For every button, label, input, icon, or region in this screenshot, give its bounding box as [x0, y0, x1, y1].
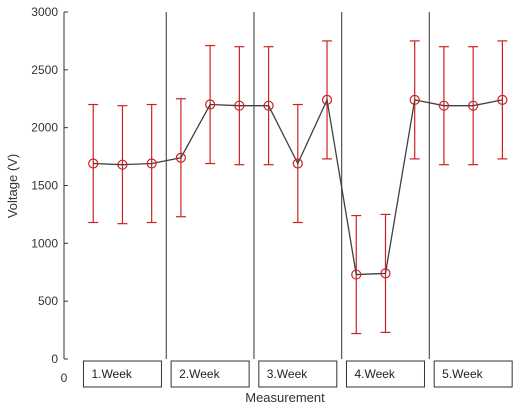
data-point	[351, 269, 362, 280]
data-point	[380, 268, 391, 279]
week-group-box	[170, 360, 250, 388]
y-tick-label: 1500	[31, 179, 58, 193]
week-group-label: 4.Week	[354, 367, 395, 381]
data-point	[117, 159, 128, 170]
week-group-box	[82, 360, 162, 388]
data-point	[234, 100, 245, 111]
week-group-box	[433, 360, 513, 388]
y-tick-label: 500	[38, 294, 58, 308]
data-point	[409, 94, 420, 106]
data-point	[468, 100, 479, 111]
y-tick-label: 0	[51, 352, 58, 366]
week-group-box	[345, 360, 425, 388]
y-tick-label: 3000	[31, 5, 58, 19]
y-tick-label: 1000	[31, 236, 58, 250]
week-group-label: 3.Week	[267, 367, 308, 381]
week-group-label: 2.Week	[179, 367, 220, 381]
data-point	[263, 100, 274, 111]
data-point	[438, 100, 450, 111]
x-tick-label: 0	[61, 371, 68, 385]
data-point	[205, 99, 216, 110]
week-group-box	[258, 360, 338, 388]
data-point	[497, 94, 508, 106]
week-group-label: 1.Week	[91, 367, 132, 381]
data-point	[292, 158, 303, 169]
y-tick-label: 2000	[31, 121, 58, 135]
data-point	[146, 158, 157, 169]
y-axis-label: Voltage (V)	[5, 154, 20, 218]
data-point	[321, 94, 333, 106]
x-axis-label: Measurement	[245, 390, 325, 405]
series-line	[93, 97, 503, 276]
data-point	[88, 158, 99, 169]
week-group-label: 5.Week	[442, 367, 483, 381]
data-point	[175, 152, 187, 163]
y-tick-label: 2500	[31, 63, 58, 77]
